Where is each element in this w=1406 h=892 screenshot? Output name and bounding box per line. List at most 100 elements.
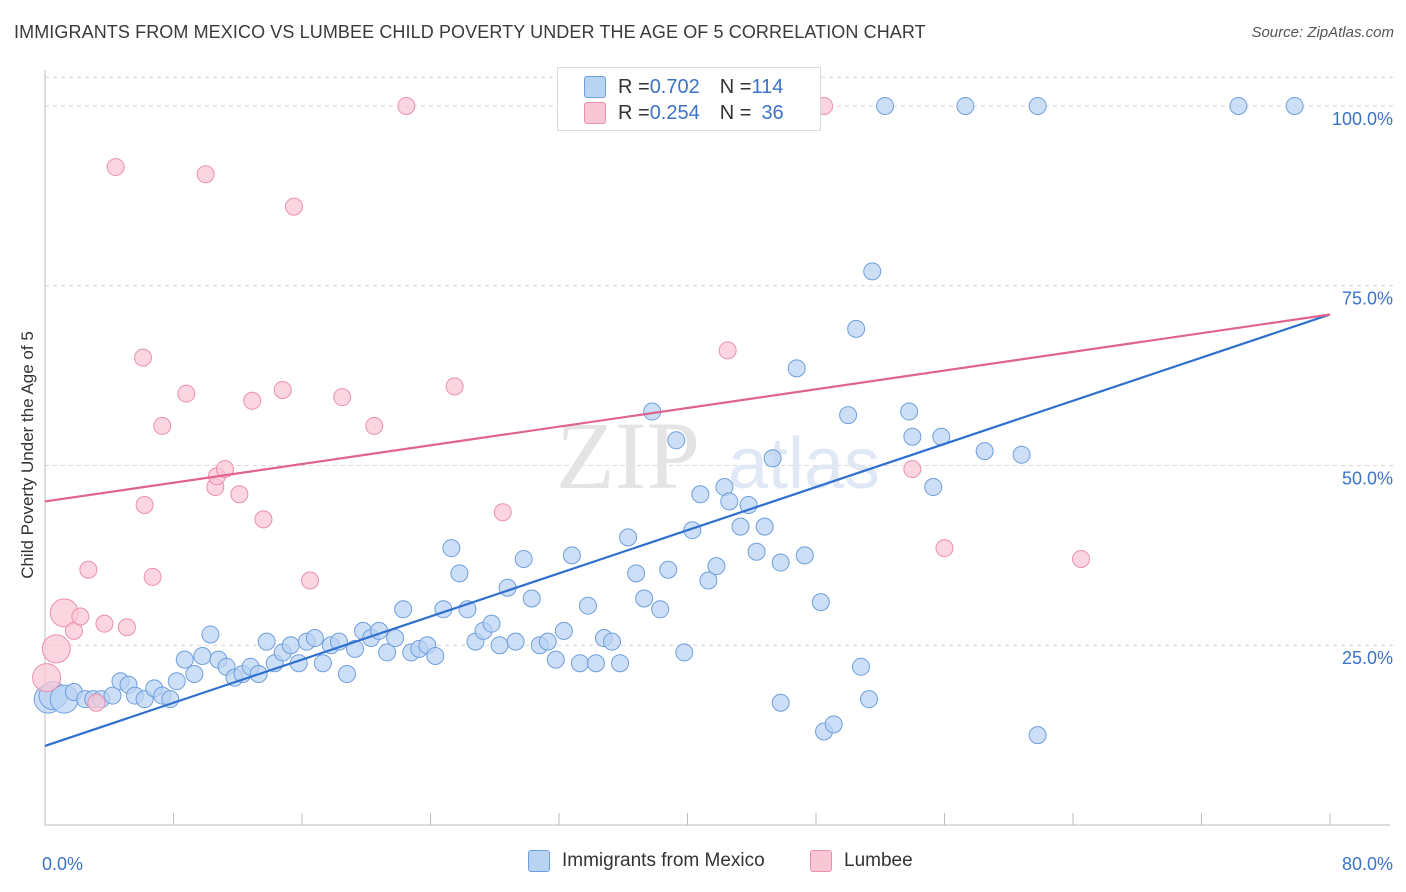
bottom-legend-mexico: Immigrants from Mexico [528, 850, 765, 872]
lumbee-point [284, 197, 303, 216]
mexico-point [1285, 96, 1304, 115]
mexico-point [771, 553, 790, 572]
legend-r-label: R = [618, 75, 650, 98]
mexico-point [378, 643, 397, 662]
mexico-point [201, 625, 220, 644]
mexico-point [1229, 96, 1248, 115]
mexico-point [538, 632, 557, 651]
lumbee-point [117, 618, 136, 637]
mexico-point [635, 589, 654, 608]
mexico-point [851, 657, 870, 676]
mexico-point [482, 614, 501, 633]
mexico-point [1028, 96, 1047, 115]
y-axis-label: Child Poverty Under the Age of 5 [18, 331, 37, 579]
mexico-point [426, 647, 445, 666]
y-tick-label: 100.0% [1332, 109, 1393, 129]
bottom-legend-lumbee: Lumbee [810, 850, 913, 872]
lumbee-point [445, 377, 464, 396]
mexico-point [839, 406, 858, 425]
lumbee-point [1072, 549, 1091, 568]
legend-row-mexico: R = 0.702 N = 114 [584, 74, 783, 100]
legend-r-value: 0.702 [649, 75, 700, 98]
lumbee-point [903, 460, 922, 479]
lumbee-point [493, 503, 512, 522]
mexico-point [847, 319, 866, 338]
mexico-point [651, 600, 670, 619]
mexico-point [193, 647, 212, 666]
mexico-point [313, 654, 332, 673]
lumbee-point [230, 485, 249, 504]
legend-r-value: 0.254 [649, 101, 700, 124]
legend-row-lumbee: R = 0.254 N = 36 [584, 100, 784, 126]
mexico-point [876, 96, 895, 115]
legend-label-mexico: Immigrants from Mexico [562, 850, 765, 871]
mexico-point [755, 517, 774, 536]
mexico-point [795, 546, 814, 565]
mexico-point [450, 564, 469, 583]
legend-n-label: N = [719, 75, 752, 98]
lumbee-point [87, 693, 106, 712]
pink-swatch [810, 850, 832, 872]
mexico-point [522, 589, 541, 608]
mexico-point [659, 560, 678, 579]
mexico-point [627, 564, 646, 583]
lumbee-point [71, 607, 90, 626]
mexico-point [1028, 726, 1047, 745]
mexico-point [611, 654, 630, 673]
pink-swatch [584, 102, 606, 124]
lumbee-point [243, 391, 262, 410]
watermark-zip: ZIP [556, 402, 700, 509]
data-points [32, 96, 1304, 745]
tick-labels: 25.0% 50.0% 75.0% 100.0% 0.0% 80.0% [42, 109, 1393, 874]
mexico-trend-line [44, 313, 1331, 747]
mexico-point [860, 690, 879, 709]
lumbee-point [273, 380, 292, 399]
mexico-point [667, 431, 686, 450]
mexico-point [863, 262, 882, 281]
mexico-point [603, 632, 622, 651]
source-credit: Source: ZipAtlas.com [1251, 24, 1394, 41]
mexico-point [771, 693, 790, 712]
mexico-point [956, 96, 975, 115]
mexico-point [975, 442, 994, 461]
legend-n-label: N = [719, 101, 752, 124]
lumbee-point [196, 165, 215, 184]
lumbee-point [177, 384, 196, 403]
lumbee-point [301, 571, 320, 590]
y-tick-label: 75.0% [1342, 289, 1393, 309]
mexico-point [506, 632, 525, 651]
mexico-point [514, 549, 533, 568]
trend-lines [44, 313, 1331, 747]
lumbee-point [365, 416, 384, 435]
axes [44, 70, 1390, 826]
blue-swatch [584, 76, 606, 98]
mexico-point [720, 492, 739, 511]
chart-title: IMMIGRANTS FROM MEXICO VS LUMBEE CHILD P… [14, 22, 926, 42]
mexico-point [346, 639, 365, 658]
lumbee-point [935, 539, 954, 558]
mexico-point [731, 517, 750, 536]
mexico-point [675, 643, 694, 662]
mexico-point [924, 478, 943, 497]
mexico-point [747, 542, 766, 561]
lumbee-point [397, 96, 416, 115]
mexico-point [824, 715, 843, 734]
lumbee-trend-line [44, 313, 1331, 503]
mexico-point [811, 593, 830, 612]
lumbee-point [135, 496, 154, 515]
mexico-point [570, 654, 589, 673]
correlation-legend: R = 0.702 N = 114 R = 0.254 N = 36 [557, 67, 821, 131]
mexico-point [699, 571, 718, 590]
mexico-point [1012, 445, 1031, 464]
mexico-point [707, 557, 726, 576]
mexico-point [619, 528, 638, 547]
mexico-point [281, 636, 300, 655]
lumbee-point [718, 341, 737, 360]
lumbee-point [153, 416, 172, 435]
legend-r-label: R = [618, 101, 650, 124]
mexico-point [562, 546, 581, 565]
mexico-point [386, 629, 405, 648]
mexico-point [103, 686, 122, 705]
mexico-point [442, 539, 461, 558]
